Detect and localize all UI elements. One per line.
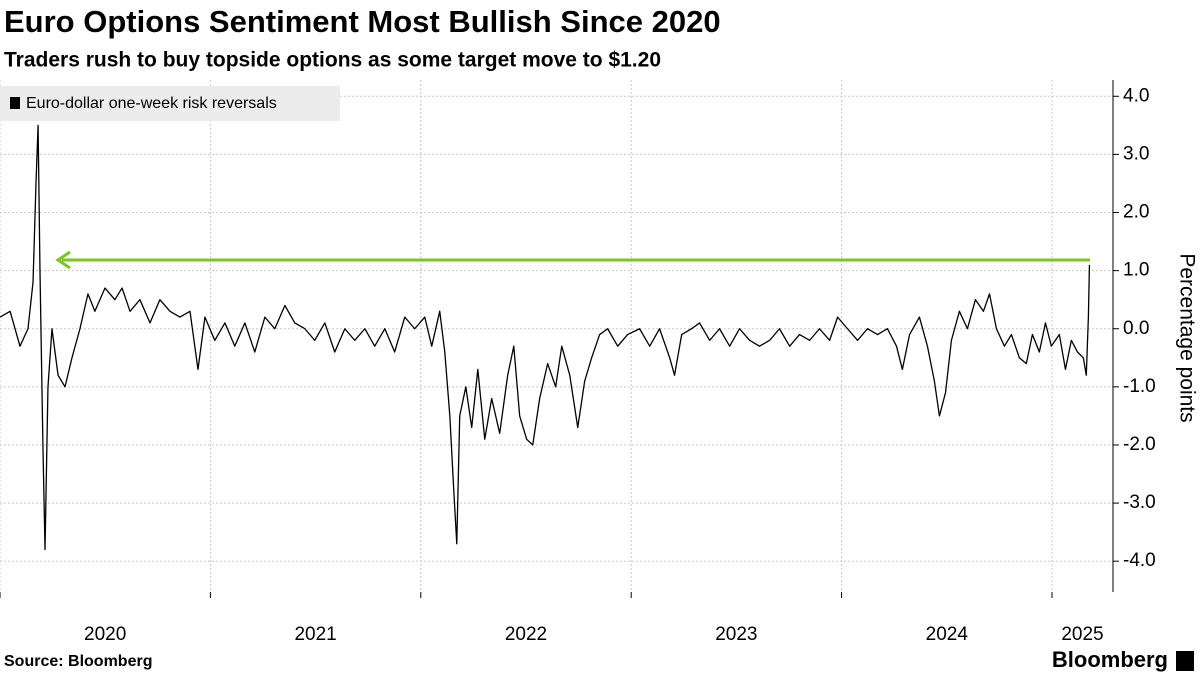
y-tick-label: 1.0 (1123, 260, 1149, 281)
y-tick-label: -4.0 (1123, 550, 1156, 571)
y-tick-label: -2.0 (1123, 434, 1156, 455)
legend-box (0, 86, 340, 121)
source: Source: Bloomberg (4, 653, 152, 670)
y-tick-label: 3.0 (1123, 143, 1149, 164)
brand: Bloomberg (1052, 647, 1168, 672)
chart-title: Euro Options Sentiment Most Bullish Sinc… (4, 4, 721, 39)
grid (0, 80, 1113, 592)
x-tick-label: 2025 (1061, 624, 1103, 645)
x-tick-label: 2021 (294, 624, 336, 645)
line-series (0, 124, 1091, 551)
x-tick-label: 2020 (84, 624, 126, 645)
x-tick-label: 2022 (505, 624, 547, 645)
y-tick-label: -1.0 (1123, 376, 1156, 397)
legend: Euro-dollar one-week risk reversals (0, 86, 340, 121)
x-tick-label: 2024 (926, 624, 969, 645)
y-tick-label: 4.0 (1123, 85, 1149, 106)
chart-subtitle: Traders rush to buy topside options as s… (4, 49, 661, 72)
brand-icon (1176, 651, 1194, 671)
y-tick-label: 0.0 (1123, 318, 1149, 339)
annotation-arrowhead (55, 250, 71, 270)
y-tick-label: 2.0 (1123, 202, 1149, 223)
legend-swatch (10, 97, 20, 109)
legend-label: Euro-dollar one-week risk reversals (26, 95, 277, 112)
x-tick-label: 2023 (715, 624, 757, 645)
y-tick-label: -3.0 (1123, 492, 1156, 513)
y-axis-label: Percentage points (1175, 253, 1198, 422)
